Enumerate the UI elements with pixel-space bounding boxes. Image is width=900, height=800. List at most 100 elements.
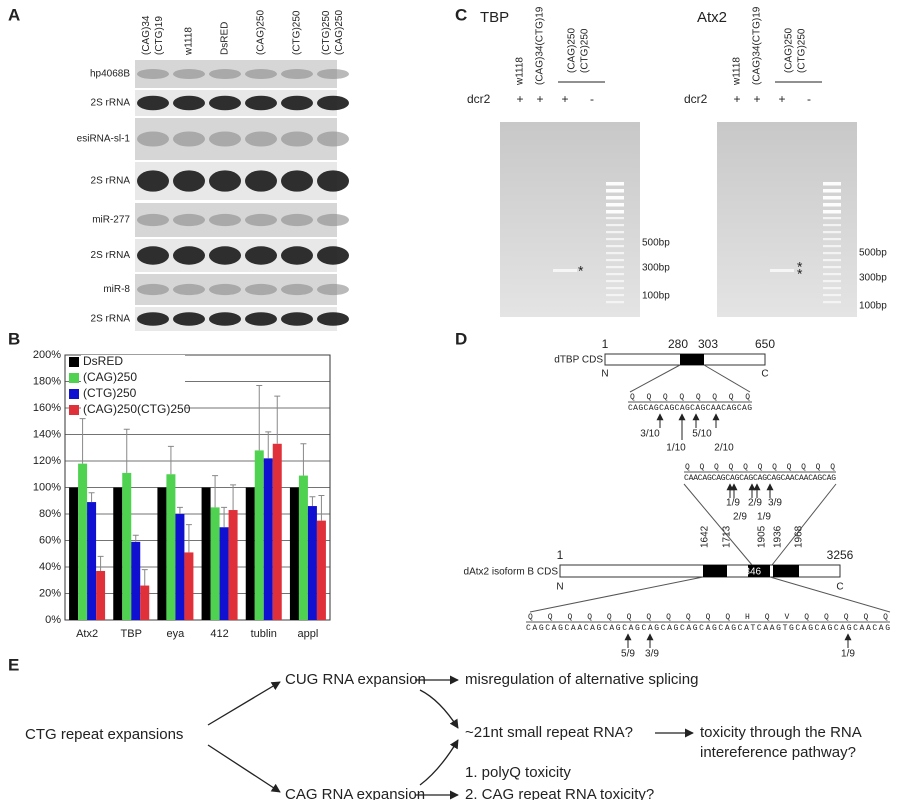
gel <box>500 122 640 317</box>
ladder-band <box>606 273 624 276</box>
band <box>137 312 169 326</box>
sequence: CAGCAGCAACAGCAGCAGCAGCAGCAGCAGCAGCATCAAG… <box>526 624 890 633</box>
ladder-band <box>606 210 624 214</box>
node: CAG RNA expansion <box>285 786 425 800</box>
band <box>173 283 205 296</box>
legend-label: (CTG)250 <box>83 386 137 400</box>
error-bar <box>185 524 192 553</box>
node: CUG RNA expansion <box>285 671 426 688</box>
position: 303 <box>698 337 718 351</box>
band <box>137 95 169 111</box>
band <box>137 283 169 296</box>
n-term: N <box>601 369 608 380</box>
band <box>281 246 313 265</box>
band <box>137 246 169 265</box>
x-tick-label: 412 <box>210 628 228 640</box>
row-label: 2S rRNA <box>91 176 131 187</box>
c-term: C <box>761 369 768 380</box>
row-label: esiRNA-sl-1 <box>77 134 131 145</box>
ladder-band <box>606 245 624 248</box>
panel-label: B <box>8 329 20 348</box>
band <box>281 131 313 147</box>
sign: - <box>590 92 594 106</box>
y-tick-label: 180% <box>33 375 61 387</box>
ladder-band <box>606 224 624 227</box>
band <box>245 68 277 80</box>
y-tick-label: 40% <box>39 561 61 573</box>
y-tick-label: 60% <box>39 534 61 546</box>
legend-bg <box>81 371 185 385</box>
band <box>317 246 349 265</box>
band <box>245 213 277 227</box>
product-band <box>553 269 577 272</box>
bar <box>316 520 326 620</box>
amino-acids: Q Q Q Q Q Q Q Q Q Q Q <box>685 463 835 472</box>
error-bar <box>212 475 219 508</box>
bar <box>140 585 150 620</box>
ladder-band <box>823 196 841 200</box>
fraction: 1/9 <box>757 512 771 523</box>
band <box>317 312 349 326</box>
band <box>209 213 241 227</box>
error-bar <box>132 534 139 542</box>
ladder-band <box>823 189 841 193</box>
fraction: 1/9 <box>841 649 855 660</box>
row-label: dcr2 <box>684 92 708 106</box>
error-bar <box>300 443 307 476</box>
bar <box>228 510 238 620</box>
legend-swatch <box>69 405 79 415</box>
ladder-band <box>823 231 841 234</box>
band <box>173 68 205 80</box>
y-tick-label: 100% <box>33 481 61 493</box>
size-marker: 100bp <box>642 291 670 302</box>
model-scheme: CTG repeat expansions CUG RNA expansion … <box>25 671 862 800</box>
lane-label: (CTG)250 <box>580 28 591 73</box>
y-tick-label: 160% <box>33 402 61 414</box>
fraction: 2/10 <box>714 443 734 454</box>
tbp-diagram: 1 280 303 650 dTBP CDS N C Q Q Q Q Q Q Q… <box>554 337 775 453</box>
ladder-band <box>823 203 841 207</box>
ladder-band <box>606 266 624 269</box>
atx2-diagram: Q Q Q Q Q Q Q Q Q Q Q CAACAGCAGCAGCAGCAG… <box>464 463 891 660</box>
sign: - <box>807 92 811 106</box>
band <box>173 312 205 326</box>
band <box>209 246 241 265</box>
ladder-band <box>606 280 624 283</box>
lane-label: (CAG)250 <box>784 28 795 73</box>
ladder-band <box>823 245 841 248</box>
band <box>245 283 277 296</box>
bar <box>122 472 132 620</box>
ladder-band <box>823 210 841 214</box>
bar <box>201 487 211 620</box>
bar <box>113 487 123 620</box>
lane-label: (CTG)250 <box>321 10 332 55</box>
legend-label: DsRED <box>83 354 123 368</box>
bar <box>184 552 194 620</box>
lane-label: (CAG)34(CTG)19 <box>752 6 763 85</box>
bar <box>289 487 299 620</box>
legend-label: (CAG)250 <box>83 370 137 384</box>
repeat-block <box>680 354 704 365</box>
bar <box>96 570 106 620</box>
band <box>209 283 241 296</box>
lane-label: (CTG)250 <box>797 28 808 73</box>
band <box>317 170 349 192</box>
cds-name: dAtx2 isoform B CDS <box>464 567 559 578</box>
band <box>173 246 205 265</box>
ladder-band <box>606 287 624 290</box>
error-bar <box>221 506 228 528</box>
band <box>281 213 313 227</box>
lane-label: (CTG)250 <box>292 10 303 55</box>
zoom-line <box>769 576 891 613</box>
error-bar <box>88 492 95 503</box>
sign: + <box>778 92 785 106</box>
amino-acids: Q Q Q Q Q Q Q Q <box>630 393 750 402</box>
bar <box>307 506 317 620</box>
band <box>317 213 349 227</box>
node: CTG repeat expansions <box>25 726 183 743</box>
row-label: 2S rRNA <box>91 250 131 261</box>
ladder-band <box>823 294 841 297</box>
fraction: 5/10 <box>692 429 712 440</box>
size-marker: 300bp <box>642 263 670 274</box>
y-tick-label: 20% <box>39 587 61 599</box>
